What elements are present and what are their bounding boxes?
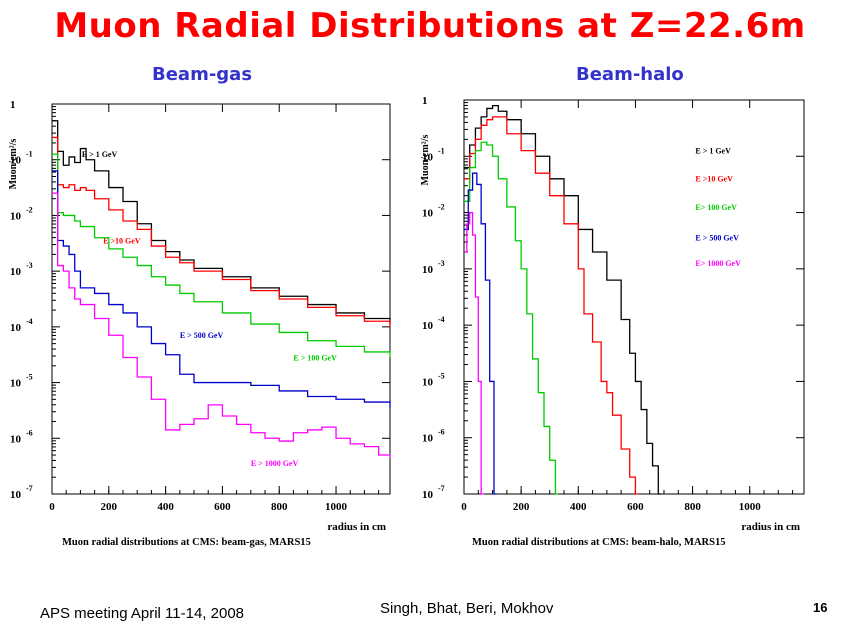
y-tick-exponent: -3 (26, 261, 33, 270)
x-tick-label: 200 (101, 501, 118, 513)
y-tick-exponent: -7 (438, 484, 445, 493)
series-line-e-10-gev (464, 116, 639, 495)
series-label-e-10-gev: E >10 GeV (103, 236, 141, 245)
y-tick-label: 10 (10, 322, 22, 334)
y-tick-exponent: -6 (26, 428, 33, 437)
y-tick-exponent: -1 (26, 150, 33, 159)
y-tick-label: 10 (422, 489, 434, 501)
y-tick-exponent: -4 (26, 317, 33, 326)
beam-halo-caption: Muon radial distributions at CMS: beam-h… (472, 537, 726, 548)
y-tick-exponent: -6 (438, 428, 445, 437)
y-tick-exponent: -5 (26, 373, 33, 382)
series-label-e-1-gev: E > 1 GeV (82, 150, 118, 159)
x-tick-label: 200 (513, 501, 530, 513)
page-number: 16 (813, 600, 828, 615)
beam-halo-chart: 0 200 400 600 800 1000 1 10 -1 10 -2 10 -3 10 -4 10 -5 10… (420, 95, 805, 533)
plot-frame (463, 99, 805, 495)
x-axis-label: radius in cm (741, 521, 800, 533)
y-tick-label: 10 (422, 264, 434, 276)
y-tick-label: 10 (10, 489, 22, 501)
series-line-e-1000-gev (52, 192, 391, 458)
y-tick-label: 10 (10, 210, 22, 222)
series-line-e-1-gev (464, 104, 662, 495)
x-tick-label: 800 (684, 501, 701, 513)
y-tick-exponent: -1 (438, 146, 445, 155)
y-tick-exponent: -3 (438, 259, 445, 268)
series-line-e-500-gev (464, 172, 497, 495)
y-tick-exponent: -7 (26, 484, 33, 493)
x-tick-label: 600 (627, 501, 644, 513)
y-tick-label: 10 (422, 376, 434, 388)
y-tick-label: 10 (422, 433, 434, 445)
y-axis-label: Muon/cm²/s (420, 135, 431, 186)
beam-gas-caption: Muon radial distributions at CMS: beam-g… (62, 537, 311, 548)
x-tick-label: 1000 (739, 501, 762, 513)
x-tick-label: 0 (461, 501, 467, 513)
y-tick-label: 10 (10, 155, 22, 167)
y-tick-label: 10 (10, 266, 22, 278)
series-line-e-1000-gev (464, 211, 484, 495)
beam-gas-chart: 0 200 400 600 800 1000 1 10 -1 10 -2 10 -3 10 -4 10 -5 10… (8, 99, 391, 533)
y-tick-exponent: -2 (438, 203, 445, 212)
x-tick-label: 400 (157, 501, 174, 513)
x-axis-label: radius in cm (327, 521, 386, 533)
series-label-e-100-gev: E > 100 GeV (293, 353, 337, 362)
series-label-e-500-gev: E > 500 GeV (695, 234, 739, 243)
y-axis-label: Muon/cm²/s (8, 139, 19, 190)
series-label-e-500-gev: E > 500 GeV (180, 331, 224, 340)
series-label-e-10-gev: E >10 GeV (695, 175, 733, 184)
footer-authors: Singh, Bhat, Beri, Mokhov (380, 600, 554, 617)
y-tick-label: 10 (10, 433, 22, 445)
x-tick-label: 1000 (325, 501, 348, 513)
x-tick-label: 600 (214, 501, 231, 513)
series-label-e-1000-gev: E> 1000 GeV (695, 259, 741, 268)
y-tick-label: 1 (422, 95, 428, 107)
slide-title: Muon Radial Distributions at Z=22.6m (54, 6, 806, 46)
chart-subtitle-beam-gas: Beam-gas (152, 64, 253, 85)
footer-meeting: APS meeting April 11-14, 2008 (40, 605, 245, 622)
y-tick-label: 10 (422, 320, 434, 332)
chart-subtitle-beam-halo: Beam-halo (576, 64, 684, 85)
series-line-e-100-gev (464, 141, 559, 495)
y-tick-label: 1 (10, 99, 16, 111)
y-tick-exponent: -5 (438, 371, 445, 380)
x-tick-label: 400 (570, 501, 587, 513)
series-label-e-100-gev: E> 100 GeV (695, 203, 737, 212)
y-tick-label: 10 (10, 378, 22, 390)
y-tick-label: 10 (422, 208, 434, 220)
x-tick-label: 0 (49, 501, 55, 513)
y-tick-exponent: -2 (26, 205, 33, 214)
plot-frame (51, 103, 391, 495)
series-label-e-1000-gev: E > 1000 GeV (251, 459, 299, 468)
y-tick-exponent: -4 (438, 315, 445, 324)
series-line-e-10-gev (52, 136, 391, 327)
x-tick-label: 800 (271, 501, 288, 513)
y-tick-label: 10 (422, 151, 434, 163)
series-line-e-100-gev (52, 153, 391, 358)
series-label-e-1-gev: E > 1 GeV (695, 146, 731, 155)
series-line-e-1-gev (52, 120, 391, 325)
series-line-e-500-gev (52, 170, 391, 408)
